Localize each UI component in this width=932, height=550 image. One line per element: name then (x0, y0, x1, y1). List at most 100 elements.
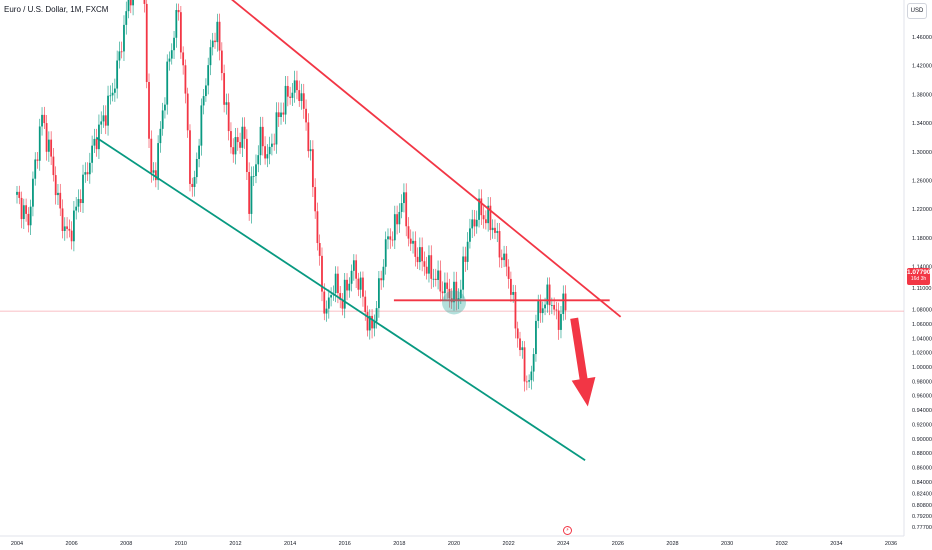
candle-body (366, 312, 369, 331)
symbol-title[interactable]: Euro / U.S. Dollar, 1M, FXCM (4, 5, 109, 14)
candle-body (193, 177, 196, 187)
candle-body (107, 95, 109, 126)
candle-body (175, 10, 178, 38)
candle-body (405, 192, 408, 227)
highlight-circle[interactable] (442, 290, 466, 315)
candle-body (373, 321, 376, 329)
candle-body (544, 304, 546, 309)
trendlines-group[interactable] (95, 0, 622, 462)
candle-body (252, 176, 255, 177)
candle-body (214, 40, 216, 43)
candle-body (184, 65, 187, 94)
candle-body (102, 115, 105, 122)
candle-body (500, 257, 503, 261)
price-axis-label: 0.86000 (912, 465, 932, 471)
candle-body (368, 315, 371, 331)
candle-body (496, 231, 499, 233)
time-axis-label: 2008 (120, 541, 132, 547)
candle-body (268, 146, 271, 155)
candle-body (550, 304, 553, 306)
candle-body (434, 278, 437, 280)
price-axis-labels: 1.46000 1.42000 1.38000 1.34000 1.30000 1.260… (912, 35, 932, 531)
candle-body (491, 227, 494, 231)
down-arrow[interactable] (570, 317, 596, 407)
current-price-value: 1.07790 (907, 269, 931, 276)
candle-body (519, 338, 521, 351)
candle-body (182, 52, 185, 66)
candle-body (300, 93, 303, 101)
candle-body (232, 147, 235, 155)
candle-body (70, 230, 73, 242)
candle-body (453, 281, 455, 303)
candle-body (352, 260, 355, 271)
candle-body (177, 10, 180, 13)
candle-body (68, 228, 71, 231)
candle-body (466, 241, 469, 262)
candle-body (116, 60, 119, 89)
time-axis-label: 2024 (557, 541, 569, 547)
time-axis-label: 2036 (885, 541, 897, 547)
candle-body (91, 145, 94, 163)
candle-body (487, 205, 490, 224)
price-axis-label: 0.80800 (912, 503, 932, 509)
candle-body (307, 122, 310, 152)
candle-body (350, 270, 353, 284)
lower-channel-line[interactable] (95, 136, 586, 462)
candle-body (236, 137, 239, 143)
event-flag-icon[interactable]: ⚡ (563, 526, 572, 535)
candle-body (38, 126, 41, 161)
candle-body (539, 301, 542, 314)
candle-body (464, 256, 467, 262)
candle-body (296, 80, 298, 91)
price-axis-label: 1.34000 (912, 121, 932, 127)
candle-body (275, 112, 278, 145)
upper-channel-line[interactable] (137, 0, 622, 318)
candle-body (100, 121, 103, 125)
price-axis-label: 0.92000 (912, 422, 932, 428)
candle-body (514, 291, 517, 329)
candle-body (409, 238, 412, 244)
candle-body (459, 289, 462, 299)
time-axis-label: 2030 (721, 541, 733, 547)
candle-body (457, 298, 460, 301)
candle-body (154, 170, 157, 181)
candle-body (179, 12, 182, 53)
candle-body (200, 105, 203, 146)
time-axis-labels: 2004 2006 2008 2010 2012 2014 2016 2018 2020 2022… (11, 541, 897, 547)
candle-body (562, 293, 565, 315)
candle-body (362, 277, 364, 297)
candle-body (195, 158, 198, 178)
annotations-group[interactable] (442, 290, 596, 407)
candle-body (428, 255, 430, 274)
candle-body (423, 261, 426, 267)
candle-body (448, 288, 451, 299)
candle-body (170, 50, 173, 59)
candle-body (79, 199, 82, 204)
candle-body (168, 58, 171, 62)
candle-body (371, 315, 373, 329)
candle-body (314, 187, 317, 212)
candle-body (266, 154, 269, 159)
currency-selector[interactable]: USD (907, 3, 927, 19)
price-axis-label: 1.18000 (912, 236, 932, 242)
candle-body (316, 211, 319, 244)
candle-body (414, 240, 417, 257)
candle-body (36, 159, 39, 161)
bar-countdown: 16d 3h (910, 276, 927, 282)
candle-body (145, 3, 148, 83)
candle-body (120, 51, 123, 53)
candle-body (98, 124, 100, 150)
time-axis-label: 2026 (612, 541, 624, 547)
candle-body (227, 102, 230, 132)
candle-body (173, 37, 175, 51)
candle-body (505, 253, 508, 267)
time-axis-label: 2014 (284, 541, 296, 547)
candle-body (273, 143, 276, 145)
candle-body (389, 236, 392, 240)
candle-body (382, 266, 385, 281)
candle-body (478, 198, 480, 220)
plot-area[interactable] (0, 0, 904, 536)
candle-body (541, 308, 544, 314)
